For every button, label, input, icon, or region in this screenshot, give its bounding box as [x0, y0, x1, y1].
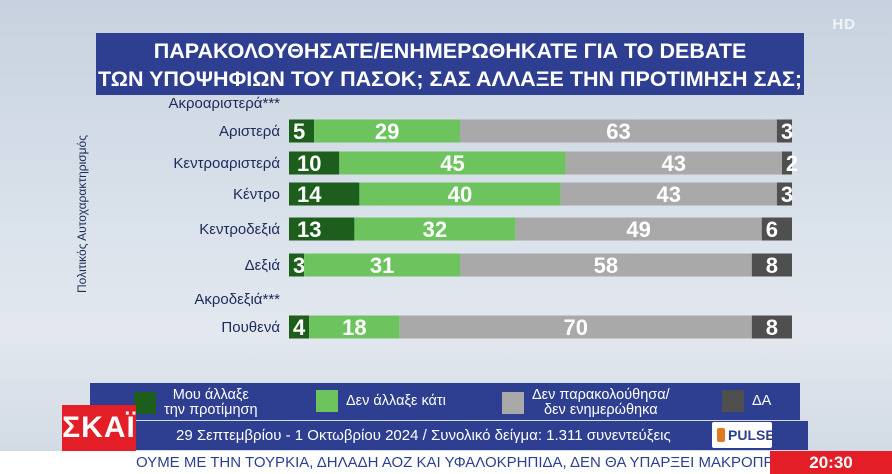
- data-label: 31: [370, 253, 394, 278]
- chart-title: ΠΑΡΑΚΟΛΟΥΘΗΣΑΤΕ/ΕΝΗΜΕΡΩΘΗΚΑΤΕ ΓΙΑ ΤΟ DEB…: [96, 33, 804, 95]
- bar-segment-not-changed: [354, 217, 516, 241]
- bar-segment-da: [776, 119, 792, 143]
- bar-segment-not-followed: [515, 217, 762, 241]
- bar-segment-not-changed: [314, 119, 460, 143]
- category-label: Αριστερά: [219, 123, 280, 140]
- data-label: 6: [766, 217, 778, 242]
- bar-segment-da: [776, 182, 792, 206]
- data-label: 4: [293, 315, 306, 340]
- data-label: 29: [375, 119, 399, 144]
- bar-segment-da: [751, 253, 792, 277]
- data-label: 3: [781, 182, 793, 207]
- data-label: 3: [781, 119, 793, 144]
- category-label: Ακροαριστερά***: [168, 95, 280, 112]
- legend-item-da: ΔΑ: [722, 390, 771, 412]
- category-label: Πουθενά: [221, 319, 280, 336]
- bar-segment-changed: [289, 217, 355, 241]
- bar-segment-not-followed: [399, 315, 752, 339]
- bar-segment-da: [781, 151, 792, 175]
- legend-swatch-changed: [134, 392, 156, 414]
- pulse-logo-mark: [717, 428, 725, 442]
- ticker-text: ΟΥΜΕ ΜΕ ΤΗΝ ΤΟΥΡΚΙΑ, ΔΗΛΑΔΗ ΑΟΖ ΚΑΙ ΥΦΑΛ…: [136, 454, 839, 471]
- legend-swatch-not-changed: [316, 390, 338, 412]
- news-ticker: ΟΥΜΕ ΜΕ ΤΗΝ ΤΟΥΡΚΙΑ, ΔΗΛΑΔΗ ΑΟΖ ΚΑΙ ΥΦΑΛ…: [0, 451, 892, 474]
- legend-item-not-changed: Δεν άλλαξε κάτι: [316, 390, 446, 412]
- clock: 20:30: [770, 451, 892, 474]
- category-label: Κέντρο: [233, 186, 280, 203]
- bar-segment-not-changed: [339, 151, 566, 175]
- legend-item-not-followed: Δεν παρακολούθησα/ δεν ενημερώθηκα: [502, 388, 670, 418]
- bar-segment-changed: [289, 315, 310, 339]
- bar-segment-not-changed: [359, 182, 561, 206]
- legend-label-not-followed-line1: Δεν παρακολούθησα/: [532, 387, 670, 403]
- legend-label-changed-line1: Μου άλλαξε: [172, 387, 249, 403]
- legend-label-not-followed-line2: δεν ενημερώθηκα: [544, 402, 658, 418]
- category-label: Κεντροδεξιά: [199, 221, 280, 238]
- data-label: 49: [626, 217, 650, 242]
- legend-swatch-da: [722, 390, 744, 412]
- bar-segment-changed: [289, 151, 340, 175]
- data-label: 43: [662, 151, 686, 176]
- legend-label-changed-line2: την προτίμηση: [164, 402, 258, 418]
- data-label: 40: [448, 182, 472, 207]
- bar-segment-not-followed: [565, 151, 782, 175]
- data-label: 58: [594, 253, 618, 278]
- pulse-logo-text: PULSE: [728, 427, 775, 443]
- bar-segment-changed: [289, 119, 315, 143]
- legend: Μου άλλαξε την προτίμηση Δεν άλλαξε κάτι…: [90, 383, 800, 420]
- data-label: 43: [657, 182, 681, 207]
- data-label: 3: [293, 253, 305, 278]
- category-label: Κεντροαριστερά: [173, 155, 280, 172]
- legend-label-da: ΔΑ: [752, 392, 772, 409]
- data-label: 10: [297, 151, 321, 176]
- stacked-bar-chart: Ακροαριστερά***Αριστερά 5 29 63 3Κεντροαριστ…: [168, 95, 798, 340]
- data-label: 2: [786, 151, 798, 176]
- bar-segment-not-followed: [560, 182, 777, 206]
- category-label: Δεξιά: [245, 257, 281, 274]
- info-bar: 29 Σεπτεμβρίου - 1 Οκτωβρίου 2024 / Συνο…: [130, 421, 808, 450]
- chart-title-line2: ΤΩΝ ΥΠΟΨΗΦΙΩΝ ΤΟΥ ΠΑΣΟΚ; ΣΑΣ ΑΛΛΑΞΕ ΤΗΝ …: [97, 67, 803, 91]
- hd-badge: HD: [832, 16, 856, 33]
- data-label: 70: [563, 315, 587, 340]
- survey-info-text: 29 Σεπτεμβρίου - 1 Οκτωβρίου 2024 / Συνο…: [176, 427, 671, 444]
- bar-segment-not-followed: [460, 119, 777, 143]
- pulse-logo: PULSE: [712, 422, 775, 448]
- chart-title-line1: ΠΑΡΑΚΟΛΟΥΘΗΣΑΤΕ/ΕΝΗΜΕΡΩΘΗΚΑΤΕ ΓΙΑ ΤΟ DEB…: [153, 39, 747, 63]
- data-label: 32: [423, 217, 447, 242]
- data-label: 18: [342, 315, 366, 340]
- data-label: 13: [297, 217, 321, 242]
- data-label: 5: [293, 119, 305, 144]
- category-label: Ακροδεξιά***: [194, 291, 280, 308]
- data-label: 45: [440, 151, 464, 176]
- bar-segment-not-changed: [304, 253, 460, 277]
- data-label: 14: [297, 182, 322, 207]
- legend-label-not-changed: Δεν άλλαξε κάτι: [346, 392, 446, 409]
- bar-segment-changed: [289, 253, 305, 277]
- data-label: 8: [766, 253, 778, 278]
- bar-segment-da: [761, 217, 792, 241]
- legend-item-changed: Μου άλλαξε την προτίμηση: [134, 388, 258, 418]
- data-label: 8: [766, 315, 778, 340]
- data-label: 63: [606, 119, 630, 144]
- bar-segment-not-changed: [309, 315, 400, 339]
- bar-segment-da: [751, 315, 792, 339]
- bar-segment-not-followed: [460, 253, 752, 277]
- legend-swatch-not-followed: [502, 392, 524, 414]
- channel-logo: ΣΚΑΪ: [62, 405, 136, 451]
- bar-segment-changed: [289, 182, 360, 206]
